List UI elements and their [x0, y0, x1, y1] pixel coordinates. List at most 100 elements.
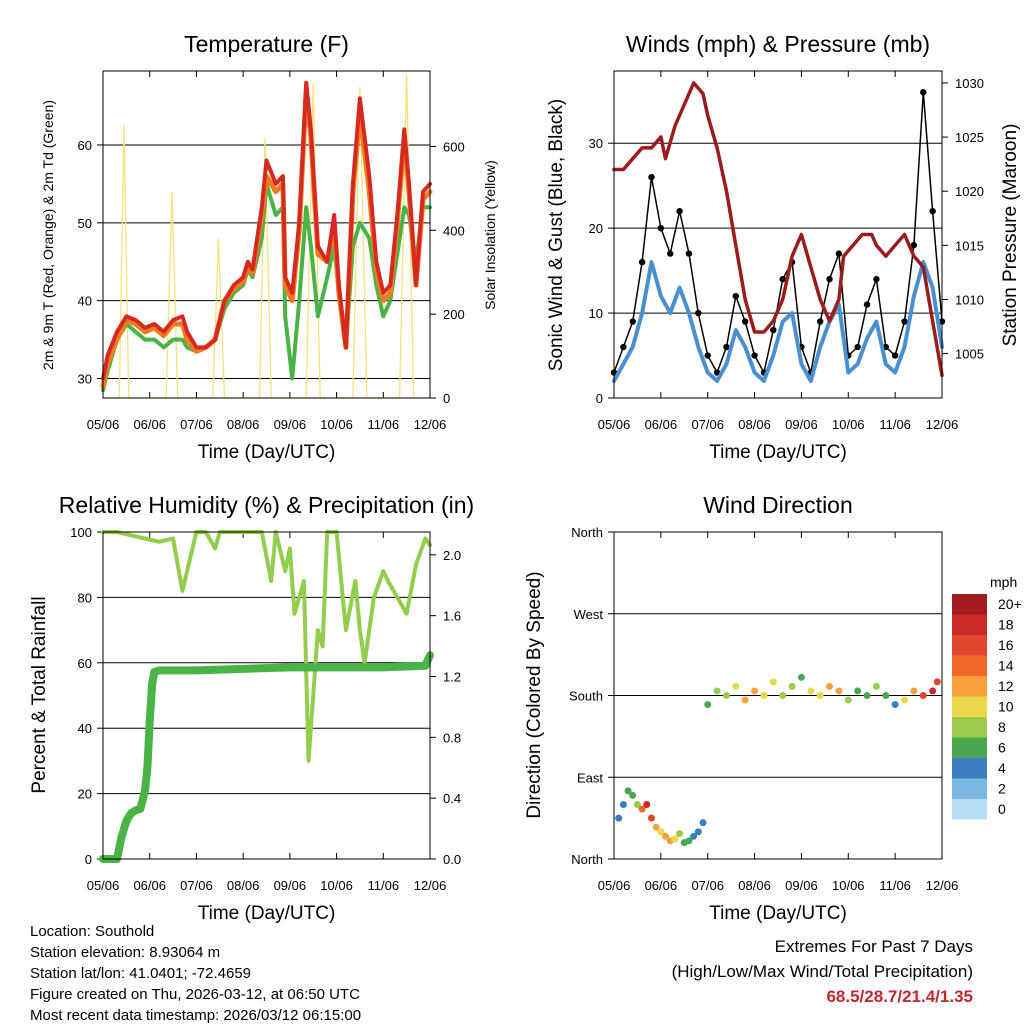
direction-point [643, 801, 651, 808]
y-tick-label-winds: 0 [596, 391, 603, 406]
series-total-precipitation [99, 651, 434, 863]
series-station-pressure [612, 81, 944, 378]
series-2m-temperature [101, 80, 432, 381]
direction-point [760, 692, 768, 699]
series-9m-temperature [100, 88, 433, 389]
direction-point [624, 787, 632, 795]
y-right-tick-label-winds: 1015 [955, 238, 984, 253]
y-right-tick-label-temperature: 600 [443, 139, 465, 154]
y-tick-label-direction: East [577, 770, 603, 785]
direction-point [722, 692, 730, 699]
legend-label: 18 [998, 617, 1014, 633]
legend-swatch [952, 696, 987, 717]
y-axis-label-direction: Direction (Colored By Speed) [524, 571, 545, 818]
direction-point [633, 801, 641, 808]
direction-point [910, 687, 918, 695]
x-tick-label-direction: 12/06 [926, 878, 959, 893]
y-tick-label-direction: North [571, 525, 603, 540]
direction-point [685, 837, 693, 845]
y-axis-right-label-temperature: Solar Insolation (Yellow) [482, 160, 498, 310]
x-tick-label-humidity: 07/06 [180, 878, 213, 893]
direction-point [647, 814, 655, 822]
legend-swatch [952, 778, 987, 799]
legend-label: 0 [998, 801, 1006, 817]
x-tick-label-winds: 09/06 [785, 417, 818, 432]
direction-point [662, 832, 670, 840]
direction-point [694, 828, 702, 836]
chart-title-humidity: Relative Humidity (%) & Precipitation (i… [59, 492, 474, 518]
y-right-tick-label-winds: 1030 [955, 76, 984, 91]
x-tick-label-direction: 06/06 [645, 878, 678, 893]
y-tick-label-temperature: 30 [78, 372, 92, 387]
x-tick-label-temperature: 10/06 [320, 417, 353, 432]
y-right-tick-label-winds: 1010 [955, 292, 984, 307]
y-right-tick-label-humidity: 2.0 [443, 548, 461, 563]
legend-label: 4 [998, 760, 1006, 776]
legend-swatch [952, 799, 987, 820]
legend-title: mph [990, 574, 1017, 590]
y-right-tick-label-winds: 1025 [955, 130, 984, 145]
legend-label: 20+ [998, 596, 1022, 612]
direction-point [671, 835, 679, 843]
x-tick-label-direction: 05/06 [598, 878, 631, 893]
y-tick-label-direction: South [569, 689, 603, 704]
direction-point [619, 801, 627, 808]
x-tick-label-winds: 12/06 [926, 417, 959, 432]
y-tick-label-direction: West [574, 607, 604, 622]
y-tick-label-winds: 20 [589, 221, 603, 236]
direction-point [741, 696, 749, 704]
extremes-panel: Extremes For Past 7 Days (High/Low/Max W… [672, 934, 973, 1009]
x-tick-label-winds: 07/06 [691, 417, 724, 432]
y-axis-label-humidity: Percent & Total Rainfall [29, 596, 50, 793]
series-solar-insolation [102, 74, 431, 399]
direction-point [872, 682, 880, 690]
extremes-title: Extremes For Past 7 Days [774, 937, 973, 956]
x-tick-label-winds: 10/06 [832, 417, 865, 432]
extremes-values: 68.5/28.7/21.4/1.35 [826, 987, 973, 1006]
direction-point [854, 687, 862, 695]
x-tick-label-temperature: 11/06 [367, 417, 399, 432]
y-tick-label-humidity: 20 [78, 787, 92, 802]
direction-point [919, 692, 927, 699]
direction-point [657, 828, 665, 836]
legend-swatch [952, 717, 987, 738]
latlon-text: Station lat/lon: 41.0401; -72.4659 [30, 965, 252, 982]
direction-point [629, 791, 637, 799]
direction-point [891, 701, 899, 709]
legend-swatch [952, 676, 987, 697]
legend-swatch [952, 655, 987, 676]
x-tick-label-temperature: 09/06 [274, 417, 307, 432]
y-tick-label-direction: North [571, 852, 603, 867]
y-tick-label-humidity: 40 [78, 721, 92, 736]
chart-title-winds: Winds (mph) & Pressure (mb) [626, 31, 930, 57]
x-tick-label-humidity: 05/06 [87, 878, 120, 893]
x-tick-label-temperature: 06/06 [133, 417, 166, 432]
direction-point [826, 682, 834, 690]
plot-border-humidity [102, 531, 431, 860]
station-info: Location: Southold Station elevation: 8.… [30, 921, 361, 1026]
plot-border-winds [613, 70, 943, 399]
y-axis-label-temperature: 2m & 9m T (Red, Orange) & 2m Td (Green) [40, 100, 56, 370]
location-text: Location: Southold [30, 923, 155, 940]
direction-point [882, 692, 890, 699]
legend-swatch [952, 758, 987, 779]
legend-label: 12 [998, 678, 1014, 694]
direction-point [835, 687, 843, 695]
y-tick-label-humidity: 100 [70, 525, 92, 540]
chart-direction: Wind Direction Time (Day/UTC) 05/06 06/06 07… [524, 492, 1022, 924]
chart-title-temperature: Temperature (F) [184, 31, 349, 57]
legend-label: 2 [998, 781, 1006, 797]
x-axis-label-winds: Time (Day/UTC) [709, 442, 847, 463]
legend-swatch [952, 635, 987, 656]
legend-label: 8 [998, 719, 1006, 735]
legend-swatch [952, 614, 987, 635]
x-tick-label-humidity: 11/06 [367, 878, 399, 893]
x-axis-label-direction: Time (Day/UTC) [709, 903, 847, 924]
extremes-subtitle: (High/Low/Max Wind/Total Precipitation) [671, 962, 973, 981]
x-tick-label-direction: 09/06 [785, 878, 818, 893]
direction-point [652, 823, 660, 831]
y-tick-label-temperature: 60 [78, 138, 92, 153]
legend-swatch [952, 737, 987, 758]
x-tick-label-humidity: 12/06 [414, 878, 447, 893]
plot-border-temperature [102, 70, 431, 399]
